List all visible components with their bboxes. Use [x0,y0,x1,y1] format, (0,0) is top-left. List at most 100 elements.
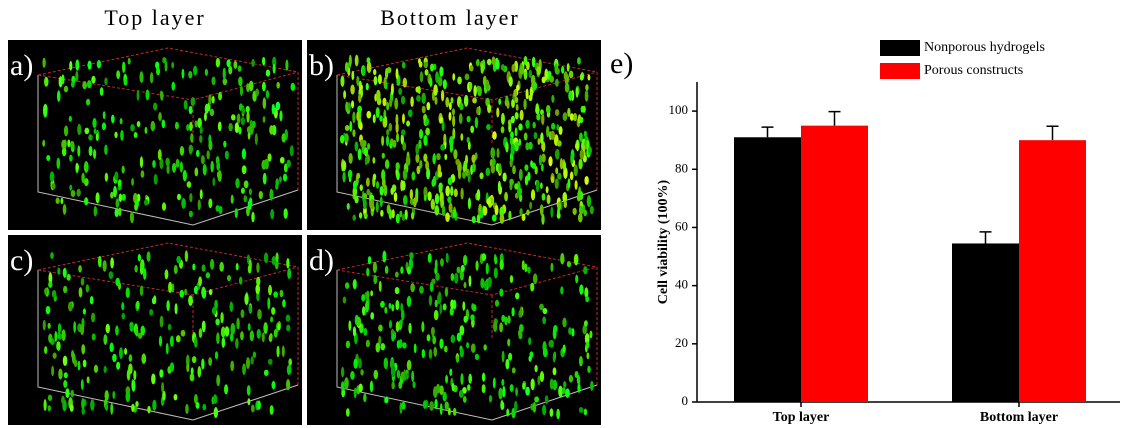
cell-spot [51,183,56,190]
cell-spot [515,387,519,397]
cell-spot [525,88,529,100]
cell-spot [528,355,532,362]
cell-spot [584,333,590,345]
cell-spot [68,115,72,122]
cell-spot [566,62,570,72]
cell-spot [352,279,357,290]
cell-spot [104,77,108,86]
cell-spot [78,287,83,298]
cell-spot [530,189,536,201]
cell-spot [70,389,74,398]
cell-spot [63,379,68,388]
cell-spot [241,106,246,115]
cell-spot [194,120,198,128]
cell-spot [558,126,563,135]
cell-spot [469,65,474,72]
cell-spot [367,256,372,265]
cell-spot [476,189,481,201]
cell-spot [223,140,227,148]
cell-spot [396,132,399,143]
cell-spot [255,88,259,97]
cell-spot [272,63,276,74]
cell-spot [375,107,380,118]
cell-spot [373,68,377,76]
cell-spot [459,325,465,336]
cell-spot [511,307,515,317]
cell-spot [160,90,164,101]
cell-spot [82,308,87,315]
cell-spot [388,209,393,220]
cell-spot [530,160,534,168]
cell-spot [467,172,471,183]
cell-spot [583,320,588,327]
cell-spot [384,265,389,274]
cell-spot [415,188,419,197]
cell-spot [340,366,345,378]
cell-spot [587,365,591,374]
cell-spot [394,271,399,278]
cell-spot [548,340,554,348]
cell-spot [165,157,170,167]
cell-spot [514,127,518,137]
cell-spot [193,337,198,348]
cell-spot [88,145,93,157]
legend-swatch [880,40,920,56]
cell-spot [466,342,470,349]
cell-spot [370,312,375,320]
cell-spot [361,294,366,302]
cell-spot [573,113,578,122]
cell-spot [518,324,524,333]
cell-spots [42,56,296,224]
cell-spot [113,185,117,198]
cell-spot [365,82,369,91]
cell-spot [114,171,119,181]
cell-spot [460,133,464,141]
cell-spot [224,384,229,395]
cell-spot [230,360,235,372]
cell-spot [577,190,581,201]
cell-spot [508,210,512,221]
cell-spot [73,321,77,333]
cell-spot [60,197,64,205]
cell-spot [542,307,548,315]
cell-spot [217,170,222,182]
cell-spot [415,86,420,93]
cell-spot [43,103,48,115]
cell-spot [267,358,273,365]
cell-spot [352,326,357,337]
cell-spot [179,146,185,156]
cell-spot [360,369,364,376]
cell-spot [157,149,162,161]
cell-spot [65,388,70,399]
cell-spot [247,323,251,331]
cell-spot [81,344,86,355]
cell-spot [350,371,355,380]
cell-spot [80,379,84,391]
cell-spot [518,331,523,340]
cell-spot [390,138,394,145]
cell-spot [573,164,578,177]
cell-spot [372,157,376,164]
cell-spot [234,208,238,219]
cell-spot [440,258,444,267]
cell-spot [445,97,450,108]
cell-spot [139,285,144,297]
cell-spot [518,168,523,181]
cell-spot [495,59,500,70]
cell-spot [144,126,148,134]
cell-spot [204,68,209,76]
cell-spot [463,315,468,323]
cell-spot [81,397,85,410]
cell-spot [102,111,106,120]
cell-spot [212,394,218,405]
cell-spot [366,110,372,119]
cell-spot [542,404,547,416]
cell-spot [523,98,527,110]
cell-spot [370,198,375,210]
cell-spot [75,59,80,71]
cell-spot [509,136,513,146]
cell-spot [103,334,108,346]
cell-spot [514,111,519,120]
cell-spot [540,163,544,172]
cell-spot [395,122,399,134]
